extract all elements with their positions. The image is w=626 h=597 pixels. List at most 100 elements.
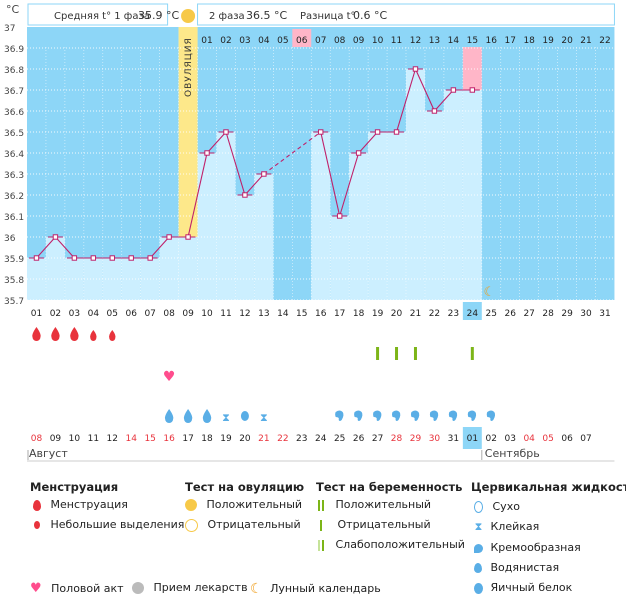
phase2-day-highlight xyxy=(292,29,312,47)
day-label: 02 xyxy=(50,309,61,319)
y-tick-label: 36.7 xyxy=(4,87,24,97)
moon-icon: ☾ xyxy=(250,581,263,597)
day-label: 19 xyxy=(372,309,384,319)
temperature-line xyxy=(358,131,378,154)
fluid-creamy-icon xyxy=(486,410,496,421)
legend-ovulation-positive: Положительный xyxy=(185,498,302,511)
temperature-line xyxy=(395,68,417,133)
temperature-point xyxy=(90,255,97,261)
temperature-bar xyxy=(64,258,84,300)
phase2-day-label: 12 xyxy=(410,36,421,46)
y-tick-label: 36.9 xyxy=(4,45,24,55)
legend-medication: Прием лекарств xyxy=(132,581,248,594)
phase2-day-label: 13 xyxy=(429,36,440,46)
date-label: 19 xyxy=(220,434,232,444)
empty-circle-icon xyxy=(185,518,198,532)
legend-fluid-eggwhite: Яичный белок xyxy=(474,581,572,594)
phase2-day-label: 03 xyxy=(239,36,250,46)
temperature-point xyxy=(166,234,172,240)
temperature-point xyxy=(355,150,362,156)
legend-moon: ☾ Лунный календарь xyxy=(250,581,381,597)
date-label: 23 xyxy=(296,434,307,444)
day-label: 20 xyxy=(391,309,403,319)
temperature-bar xyxy=(254,174,274,300)
temperature-line xyxy=(36,236,56,259)
date-label: 14 xyxy=(125,434,137,444)
phase2-value: 36.5 °C xyxy=(246,9,287,22)
diff-label: Разница t° xyxy=(300,11,356,22)
fluid-sticky-icon: ⧗ xyxy=(222,411,230,424)
day-label: 15 xyxy=(296,309,307,319)
temperature-point xyxy=(128,255,134,261)
temperature-line xyxy=(187,152,208,238)
fluid-creamy-icon xyxy=(392,410,401,421)
phase2-day-label: 22 xyxy=(599,36,610,46)
y-tick-label: 35.9 xyxy=(4,255,24,265)
day-label: 01 xyxy=(31,309,42,319)
date-label: 11 xyxy=(88,434,99,444)
temperature-point xyxy=(336,213,343,219)
day-label: 24 xyxy=(467,309,479,319)
temperature-bar xyxy=(45,237,65,300)
temperature-line xyxy=(55,236,75,259)
fluid-creamy-icon xyxy=(429,410,439,421)
phase2-day-label: 17 xyxy=(504,36,515,46)
temperature-point xyxy=(71,255,78,261)
legend-fluid-creamy: Кремообразная xyxy=(474,541,581,554)
creamy-icon xyxy=(474,543,483,553)
fluid-water-icon xyxy=(202,409,212,423)
fluid-creamy-icon xyxy=(448,410,458,421)
date-label: 16 xyxy=(163,434,175,444)
y-tick-label: 36.3 xyxy=(4,171,24,181)
temperature-bar xyxy=(121,258,141,300)
temperature-bar xyxy=(178,237,198,300)
day-label: 25 xyxy=(486,309,497,319)
phase2-day-label: 18 xyxy=(523,36,535,46)
temperature-bar xyxy=(462,90,482,300)
y-unit-label: °C xyxy=(6,3,20,16)
fluid-creamy-icon xyxy=(467,410,477,421)
temperature-point xyxy=(109,255,115,261)
temperature-point xyxy=(469,87,476,93)
day-label: 03 xyxy=(69,309,80,319)
y-tick-label: 36 xyxy=(4,234,16,244)
y-tick-label: 36.5 xyxy=(4,129,24,139)
phase2-day-label: 10 xyxy=(372,36,384,46)
temperature-point xyxy=(450,87,457,93)
date-highlight xyxy=(462,427,482,449)
fluid-sticky-icon: ⧗ xyxy=(260,411,268,424)
day-label: 18 xyxy=(353,309,365,319)
day-label: 27 xyxy=(523,309,534,319)
day-label: 17 xyxy=(334,309,345,319)
temperature-point xyxy=(185,234,191,240)
menstruation-drop xyxy=(51,327,60,341)
day-label: 06 xyxy=(125,309,137,319)
phase2-label: 2 фаза xyxy=(209,11,245,22)
header-phase1-box xyxy=(27,3,169,26)
temperature-bar xyxy=(235,195,255,300)
menstruation-drop xyxy=(70,327,79,341)
temperature-point xyxy=(223,129,229,135)
y-tick-label: 36.4 xyxy=(4,150,24,160)
legend-menstruation-title: Менструация xyxy=(30,480,119,494)
temperature-point xyxy=(204,150,210,156)
day-label: 12 xyxy=(239,309,250,319)
temperature-point xyxy=(412,66,419,72)
phase2-day-label: 01 xyxy=(201,36,212,46)
day-label: 16 xyxy=(315,309,327,319)
temperature-line xyxy=(339,152,360,217)
date-label: 25 xyxy=(334,434,345,444)
temperature-point xyxy=(52,234,59,240)
phase2-day-label: 02 xyxy=(220,36,231,46)
phase2-day-label: 16 xyxy=(486,36,498,46)
diff-value: 0.6 °C xyxy=(353,9,387,22)
phase2-day-label: 20 xyxy=(561,36,573,46)
day-label: 10 xyxy=(201,309,213,319)
legend-fluid-dry: Сухо xyxy=(474,500,520,513)
day-label: 30 xyxy=(580,309,592,319)
date-label: 29 xyxy=(410,434,422,444)
date-label: 24 xyxy=(315,434,327,444)
date-label: 28 xyxy=(391,434,403,444)
month-right-label: Сентябрь xyxy=(485,447,540,460)
